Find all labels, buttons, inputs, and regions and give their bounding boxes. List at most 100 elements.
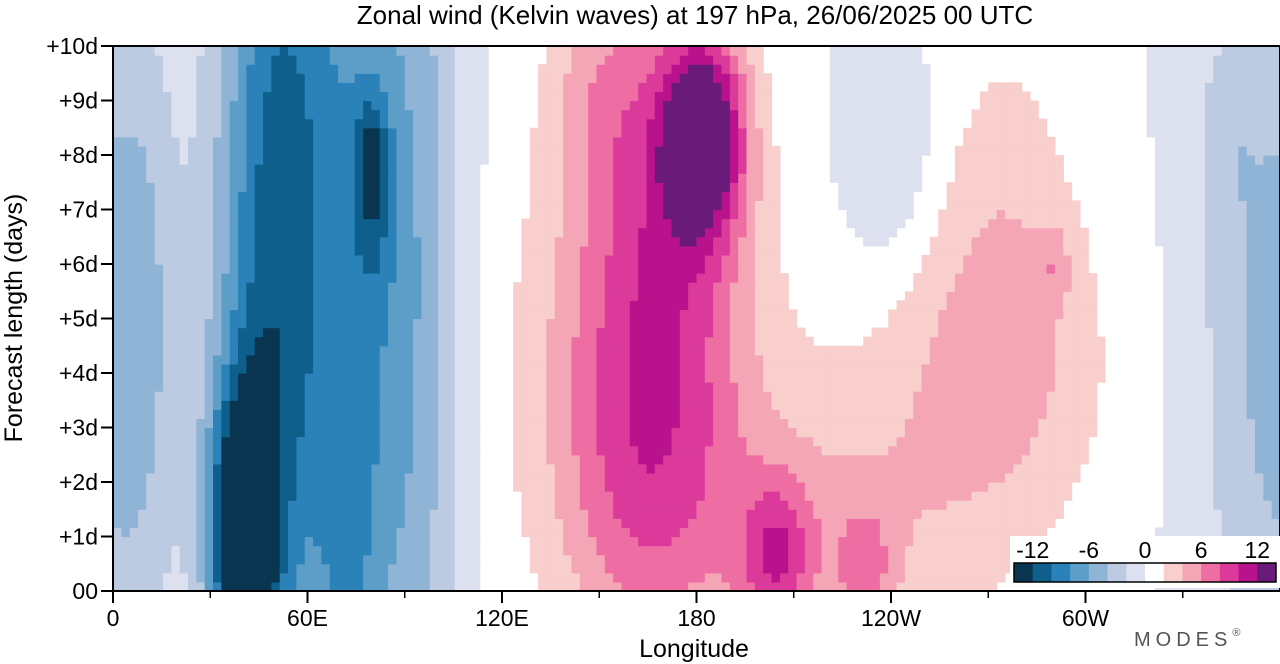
heatmap-cell — [829, 491, 839, 501]
heatmap-cell — [529, 363, 539, 374]
heatmap-cell — [771, 318, 781, 329]
heatmap-cell — [1179, 482, 1189, 492]
heatmap-cell — [113, 309, 122, 320]
heatmap-cell — [338, 436, 347, 447]
heatmap-cell — [721, 581, 731, 592]
heatmap-cell — [771, 545, 781, 556]
heatmap-cell — [221, 264, 231, 274]
heatmap-cell — [671, 282, 681, 292]
heatmap-cell — [1046, 318, 1056, 329]
heatmap-cell — [221, 318, 231, 329]
heatmap-cell — [1229, 245, 1239, 256]
heatmap-cell — [146, 264, 156, 274]
heatmap-cell — [204, 209, 214, 220]
heatmap-cell — [613, 236, 623, 247]
heatmap-cell — [171, 227, 181, 238]
heatmap-cell — [1221, 409, 1231, 420]
heatmap-cell — [454, 363, 464, 374]
heatmap-cell — [713, 500, 723, 510]
heatmap-cell — [454, 491, 464, 501]
heatmap-cell — [679, 318, 689, 329]
heatmap-cell — [571, 400, 581, 410]
heatmap-cell — [154, 572, 164, 583]
heatmap-cell — [971, 418, 981, 429]
heatmap-cell — [271, 373, 281, 383]
heatmap-cell — [171, 391, 181, 401]
heatmap-cell — [1204, 500, 1214, 510]
heatmap-cell — [863, 581, 873, 592]
heatmap-cell — [779, 563, 789, 574]
heatmap-cell — [388, 363, 398, 374]
heatmap-cell — [521, 409, 531, 420]
heatmap-cell — [221, 463, 231, 474]
heatmap-cell — [679, 373, 689, 383]
heatmap-cell — [413, 373, 423, 383]
heatmap-cell — [929, 391, 939, 401]
heatmap-cell — [571, 309, 581, 320]
heatmap-cell — [1071, 463, 1081, 474]
heatmap-cell — [896, 309, 906, 320]
heatmap-cell — [879, 409, 889, 420]
heatmap-cell — [738, 527, 748, 538]
heatmap-cell — [904, 536, 914, 547]
heatmap-cell — [1179, 445, 1189, 456]
heatmap-cell — [929, 373, 939, 383]
heatmap-cell — [371, 409, 381, 420]
heatmap-cell — [196, 445, 206, 456]
heatmap-cell — [954, 236, 964, 247]
heatmap-cell — [704, 236, 714, 247]
heatmap-cell — [163, 373, 172, 383]
heatmap-cell — [1029, 318, 1039, 329]
heatmap-cell — [246, 273, 256, 283]
heatmap-cell — [329, 409, 339, 420]
heatmap-cell — [288, 472, 297, 483]
heatmap-cell — [771, 581, 781, 592]
heatmap-cell — [588, 409, 598, 420]
heatmap-cell — [1029, 336, 1039, 347]
heatmap-cell — [229, 373, 239, 383]
heatmap-cell — [921, 527, 931, 538]
heatmap-cell — [913, 354, 923, 365]
heatmap-cell — [1179, 245, 1189, 256]
heatmap-cell — [438, 318, 448, 329]
heatmap-cell — [588, 536, 598, 547]
heatmap-cell — [471, 491, 481, 501]
heatmap-cell — [629, 436, 639, 447]
heatmap-cell — [554, 363, 564, 374]
heatmap-cell — [846, 354, 856, 365]
heatmap-cell — [354, 373, 364, 383]
heatmap-cell — [363, 500, 373, 510]
heatmap-cell — [529, 309, 539, 320]
heatmap-cell — [563, 354, 573, 365]
heatmap-cell — [913, 545, 923, 556]
heatmap-cell — [1246, 218, 1256, 229]
heatmap-cell — [404, 418, 414, 429]
heatmap-cell — [746, 563, 756, 574]
heatmap-cell — [1054, 400, 1064, 410]
heatmap-cell — [846, 373, 856, 383]
heatmap-cell — [1163, 336, 1173, 347]
heatmap-cell — [1229, 273, 1239, 283]
heatmap-cell — [913, 409, 923, 420]
heatmap-cell — [279, 527, 289, 538]
heatmap-cell — [788, 436, 798, 447]
heatmap-cell — [1171, 509, 1181, 519]
heatmap-cell — [363, 273, 373, 283]
heatmap-cell — [1204, 436, 1214, 447]
heatmap-cell — [646, 436, 656, 447]
heatmap-cell — [188, 563, 197, 574]
heatmap-cell — [1254, 218, 1264, 229]
heatmap-cell — [879, 509, 889, 519]
heatmap-cell — [196, 527, 206, 538]
heatmap-cell — [646, 518, 656, 529]
heatmap-cell — [663, 409, 673, 420]
heatmap-cell — [713, 409, 723, 420]
heatmap-cell — [213, 500, 222, 510]
heatmap-cell — [779, 327, 789, 338]
heatmap-cell — [713, 291, 723, 301]
heatmap-cell — [1254, 254, 1264, 265]
heatmap-cell — [971, 545, 981, 556]
heatmap-cell — [729, 291, 739, 301]
heatmap-cell — [146, 427, 156, 438]
heatmap-cell — [354, 300, 364, 311]
